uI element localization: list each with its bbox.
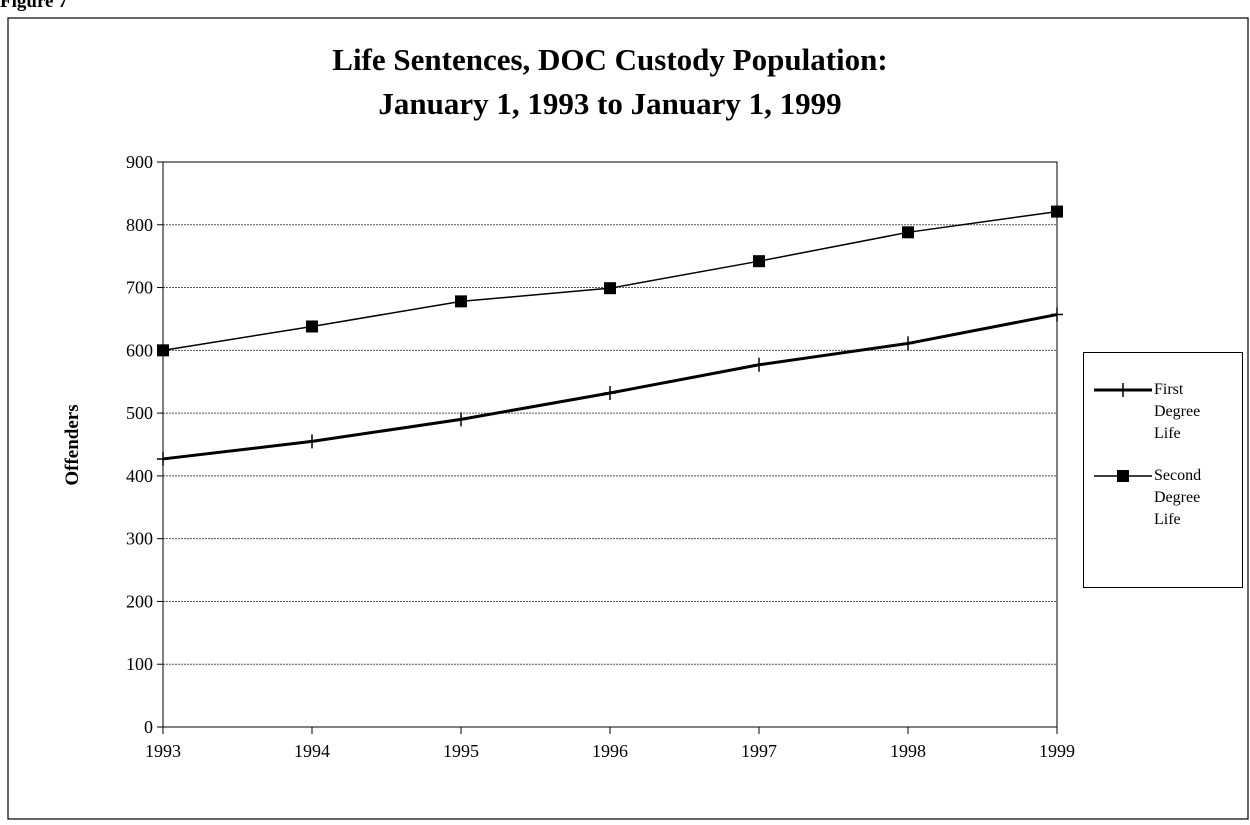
chart-title: January 1, 1993 to January 1, 1999 — [378, 86, 841, 121]
series-line — [162, 210, 1058, 352]
marker — [157, 344, 169, 357]
y-tick-label: 700 — [126, 278, 153, 298]
y-axis-label: Offenders — [62, 404, 83, 485]
marker — [455, 295, 467, 308]
marker — [306, 434, 318, 449]
marker — [753, 255, 765, 268]
x-tick-label: 1998 — [890, 741, 926, 761]
marker — [1051, 307, 1063, 322]
marker — [157, 451, 169, 466]
y-tick-label: 300 — [126, 529, 153, 549]
marker — [902, 336, 914, 351]
marker — [1051, 205, 1063, 218]
legend-item: Second Degree Life — [1092, 465, 1236, 531]
legend-swatch — [1094, 383, 1152, 397]
x-tick-label: 1999 — [1039, 741, 1075, 761]
x-tick-label: 1996 — [592, 741, 628, 761]
marker — [455, 412, 467, 427]
marker — [902, 226, 914, 239]
y-tick-label: 400 — [126, 466, 153, 486]
legend-item: First Degree Life — [1092, 379, 1236, 445]
marker — [604, 282, 616, 295]
marker — [604, 386, 616, 401]
y-tick-label: 800 — [126, 215, 153, 235]
chart-frame — [7, 17, 1249, 820]
y-tick-label: 500 — [126, 403, 153, 423]
y-tick-label: 100 — [126, 654, 153, 674]
x-tick-label: 1994 — [294, 741, 330, 761]
x-tick-label: 1997 — [741, 741, 777, 761]
marker — [753, 357, 765, 372]
y-tick-label: 600 — [126, 340, 153, 360]
y-tick-label: 900 — [126, 152, 153, 172]
marker — [306, 320, 318, 333]
legend: First Degree Life Second Degree Life — [1083, 352, 1243, 588]
legend-label: First Degree Life — [1154, 381, 1201, 442]
figure-label: Figure 7 — [0, 0, 68, 12]
marker — [1117, 470, 1129, 482]
y-tick-label: 200 — [126, 591, 153, 611]
chart-title: Life Sentences, DOC Custody Population: — [332, 42, 887, 77]
marker — [1117, 383, 1129, 397]
x-tick-label: 1993 — [145, 741, 181, 761]
x-tick-label: 1995 — [443, 741, 479, 761]
y-tick-label: 0 — [144, 717, 153, 737]
legend-swatch — [1094, 470, 1152, 482]
legend-label: Second Degree Life — [1154, 467, 1202, 528]
